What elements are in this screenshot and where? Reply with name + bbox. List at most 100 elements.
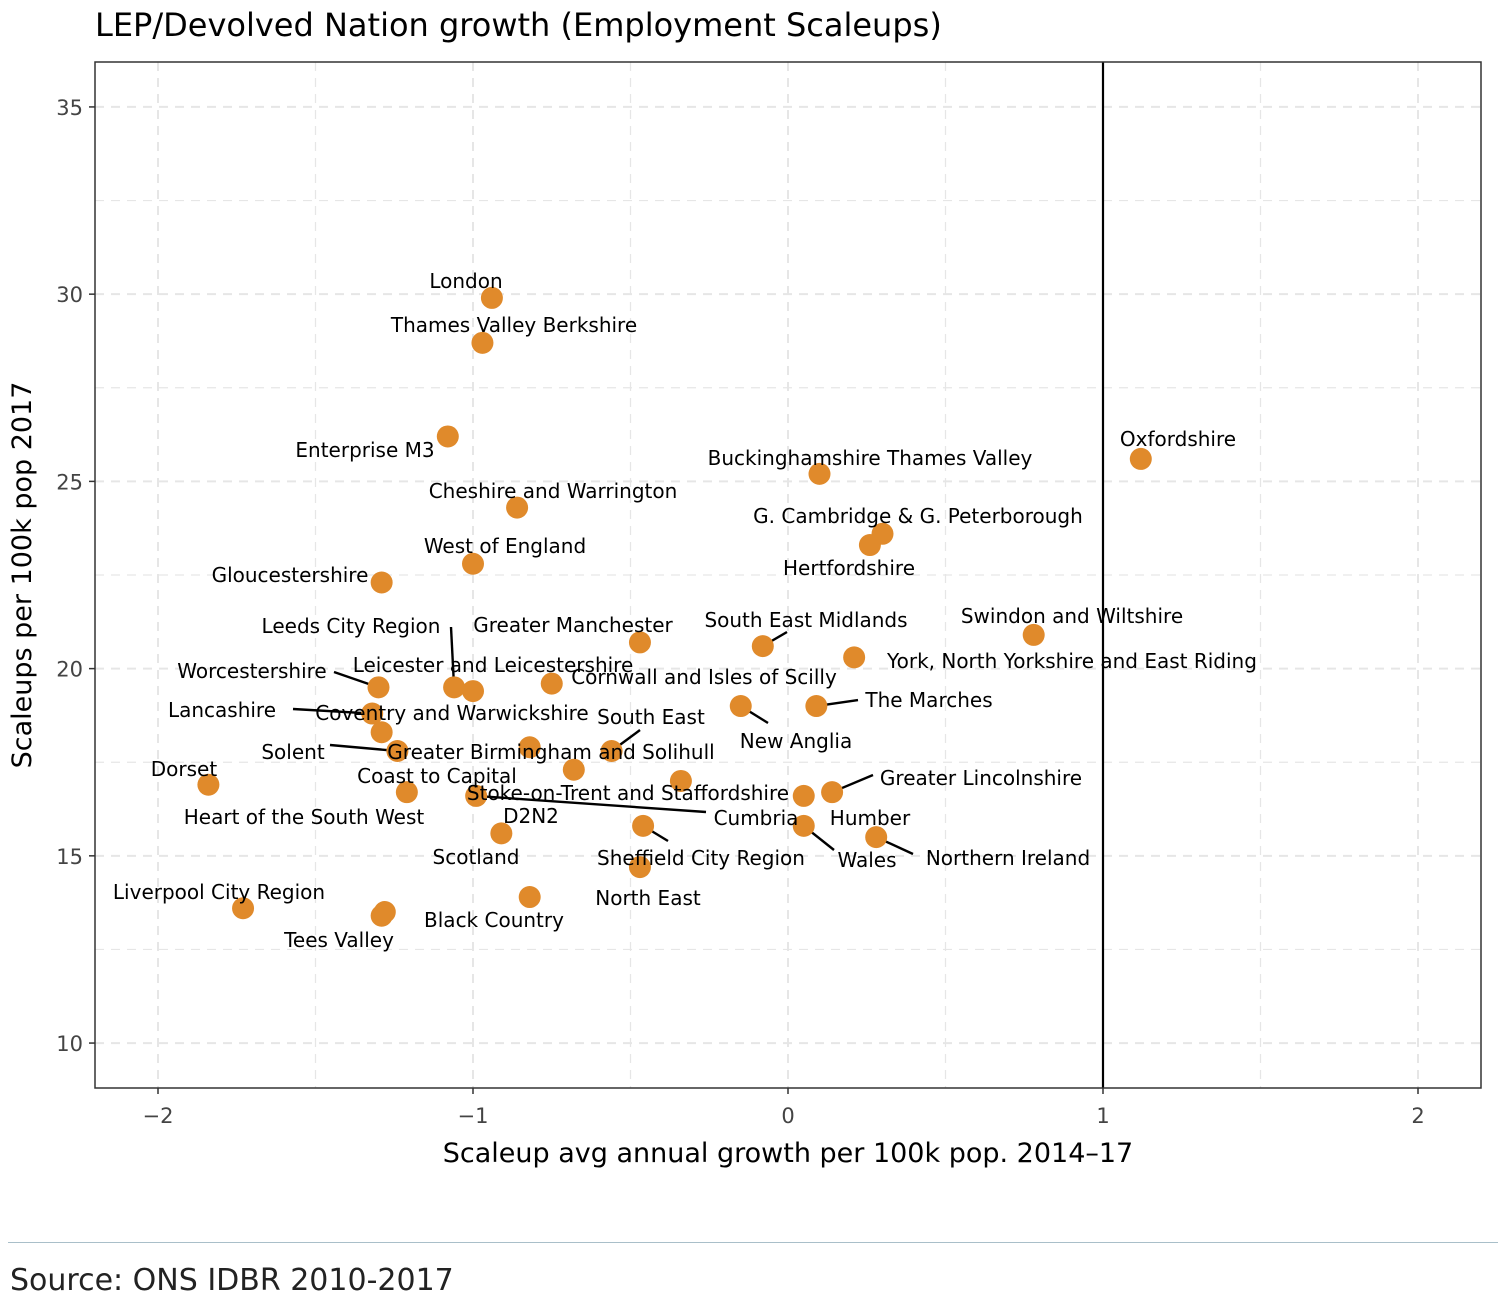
point-label: Buckinghamshire Thames Valley <box>708 446 1033 470</box>
data-point <box>821 781 844 804</box>
y-tick-label: 15 <box>56 845 83 869</box>
data-point <box>197 773 220 796</box>
point-label: New Anglia <box>740 729 852 753</box>
data-point <box>843 646 866 669</box>
point-label: North East <box>595 886 701 910</box>
data-point <box>805 695 828 718</box>
point-label: West of England <box>424 534 586 558</box>
data-point <box>540 672 563 695</box>
data-point <box>628 856 651 879</box>
data-point <box>506 496 529 519</box>
data-point <box>490 822 513 845</box>
data-point <box>471 331 494 354</box>
data-point <box>518 736 541 759</box>
point-label: Cornwall and Isles of Scilly <box>571 665 837 689</box>
point-label: Heart of the South West <box>184 805 425 829</box>
point-label: Coast to Capital <box>357 764 517 788</box>
data-point <box>808 462 831 485</box>
point-labels: London Thames Valley Berkshire Enterprise … <box>113 269 1257 952</box>
point-label: Stoke-on-Trent and Staffordshire <box>467 781 789 805</box>
point-label: Lancashire <box>168 698 276 722</box>
point-label: Leeds City Region <box>262 614 441 638</box>
point-label: Oxfordshire <box>1120 427 1236 451</box>
point-label: D2N2 <box>503 804 559 828</box>
point-label: Leicester and Leicestershire <box>353 653 634 677</box>
point-label: Greater Manchester <box>473 613 673 637</box>
point-label: Gloucestershire <box>212 563 369 587</box>
data-point <box>729 695 752 718</box>
point-label: Northern Ireland <box>926 846 1090 870</box>
point-label: G. Cambridge & G. Peterborough <box>753 504 1083 528</box>
point-label: York, North Yorkshire and East Riding <box>886 649 1257 673</box>
point-label: Enterprise M3 <box>295 438 434 462</box>
point-label: Hertfordshire <box>783 556 915 580</box>
data-point <box>462 552 484 575</box>
data-point <box>865 826 888 849</box>
y-tick-label: 30 <box>56 283 83 307</box>
data-point <box>858 534 881 557</box>
data-point <box>751 635 774 658</box>
data-point <box>462 680 484 703</box>
data-points <box>197 286 1152 927</box>
point-label: South East <box>597 705 705 729</box>
data-point <box>1022 623 1045 646</box>
point-label: London <box>429 269 502 293</box>
point-label: Coventry and Warwickshire <box>315 701 588 725</box>
data-point <box>480 286 503 309</box>
y-tick-label: 25 <box>56 470 83 494</box>
point-label: Worcestershire <box>177 659 326 683</box>
data-point <box>669 769 692 792</box>
source-note: Source: ONS IDBR 2010-2017 <box>10 1263 454 1298</box>
scatter-plot: London Thames Valley Berkshire Enterprise … <box>7 61 1482 1169</box>
label-leader-line <box>329 743 398 753</box>
point-label: The Marches <box>864 688 992 712</box>
point-label: Wales <box>837 848 896 872</box>
x-tick-label: −1 <box>458 1104 489 1128</box>
x-tick-label: 2 <box>1411 1104 1424 1128</box>
x-axis-title: Scaleup avg annual growth per 100k pop. … <box>443 1138 1133 1169</box>
data-point <box>443 676 466 699</box>
y-axis-title: Scaleups per 100k pop 2017 <box>7 382 38 769</box>
x-tick-label: 0 <box>781 1104 794 1128</box>
point-label: Scotland <box>433 845 520 869</box>
data-point <box>367 676 390 699</box>
data-point <box>370 721 393 744</box>
point-label: South East Midlands <box>704 608 907 632</box>
data-point <box>792 814 815 837</box>
data-point <box>632 814 655 837</box>
point-label: Greater Lincolnshire <box>880 766 1082 790</box>
data-point <box>370 571 393 594</box>
point-label: Cumbria <box>714 806 799 830</box>
y-tick-label: 35 <box>56 96 83 120</box>
data-point <box>386 739 409 762</box>
grid-lines <box>95 62 1481 1088</box>
point-label: Humber <box>830 806 911 830</box>
data-point <box>436 425 459 448</box>
data-point <box>395 781 418 804</box>
label-leader-line <box>476 794 707 814</box>
y-tick-label: 20 <box>56 658 83 682</box>
x-axis-ticks: −2 −1 0 1 2 <box>143 1088 1425 1128</box>
y-tick-label: 10 <box>56 1032 83 1056</box>
point-label: Sheffield City Region <box>597 846 805 870</box>
data-point <box>1129 447 1152 470</box>
data-point <box>518 886 541 909</box>
chart-title: LEP/Devolved Nation growth (Employment S… <box>95 6 942 44</box>
data-point <box>628 631 651 654</box>
source-divider <box>8 1242 1498 1243</box>
y-axis-ticks: 10 15 20 25 30 35 <box>56 96 95 1056</box>
data-point <box>465 784 488 807</box>
data-point <box>600 739 623 762</box>
data-point <box>562 758 585 781</box>
point-label: Swindon and Wiltshire <box>961 604 1183 628</box>
point-label: Cheshire and Warrington <box>429 479 678 503</box>
point-label: Black Country <box>424 908 564 932</box>
point-label: Thames Valley Berkshire <box>390 313 637 337</box>
x-tick-label: −2 <box>143 1104 174 1128</box>
label-leader-line <box>292 707 373 715</box>
data-point <box>232 897 255 920</box>
point-label: Solent <box>261 740 324 764</box>
data-point <box>792 784 815 807</box>
point-label: Tees Valley <box>283 928 394 952</box>
data-point <box>361 702 384 725</box>
